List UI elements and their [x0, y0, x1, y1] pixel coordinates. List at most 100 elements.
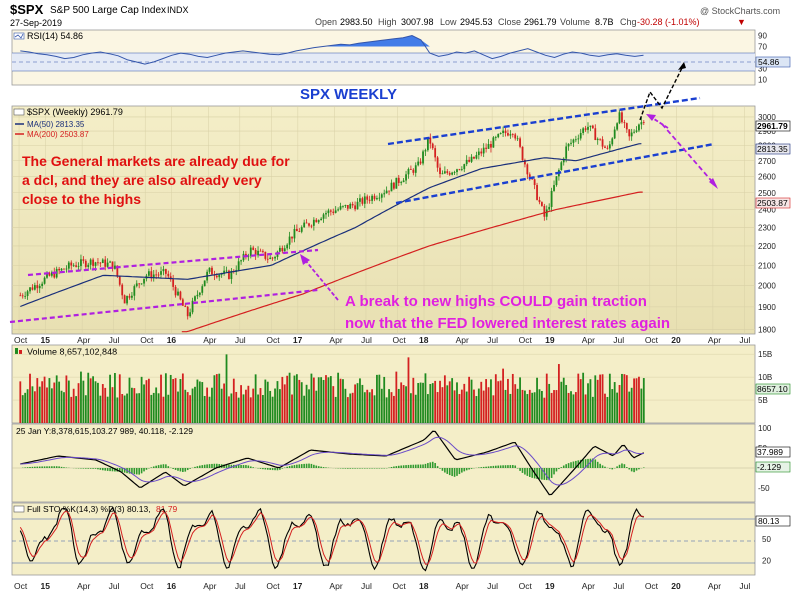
macd-hist-bar [114, 468, 116, 472]
volume-bar [172, 379, 175, 423]
macd-hist-bar [317, 466, 320, 468]
date-tick-label: Apr [77, 581, 90, 591]
volume-bar [94, 381, 97, 423]
macd-hist-bar [264, 468, 267, 470]
macd-hist-bar [531, 468, 534, 478]
note-break-highs-line2: now that the FED lowered interest rates … [345, 315, 670, 332]
volume-bar [436, 392, 439, 423]
candle-body [541, 202, 543, 206]
volume-bar [359, 378, 361, 423]
date-tick-label: Apr [456, 581, 469, 591]
macd-hist-bar [351, 468, 354, 469]
candle-body [196, 294, 199, 297]
volume-label: Volume [560, 17, 590, 27]
macd-hist-bar [109, 468, 111, 472]
price-tick-label: 1800 [758, 325, 776, 334]
candle-body [327, 210, 330, 214]
volume-bar [242, 394, 245, 423]
candle-body [203, 280, 206, 287]
volume-bar [616, 392, 619, 423]
macd-hist-bar [228, 464, 230, 468]
candle-body [329, 210, 332, 212]
volume-bar [376, 374, 378, 423]
macd-hist-bar [160, 464, 162, 468]
date-tick-label: Oct [393, 335, 407, 345]
rsi-line-icon [13, 32, 25, 40]
candle-body [164, 269, 167, 274]
candle-body [230, 270, 233, 279]
macd-hist-bar [356, 468, 359, 469]
macd-panel: 25 Jan Y:8,378,615,103.27 989, 40.118, -… [11, 423, 791, 503]
macd-hist-bar [99, 468, 102, 470]
candle-body [550, 190, 553, 207]
macd-hist-bar [536, 468, 538, 479]
macd-hist-bar [417, 464, 419, 468]
macd-hist-bar [553, 468, 555, 475]
candle-body [157, 274, 160, 276]
macd-hist-bar [274, 468, 276, 471]
close-label: Close [498, 17, 521, 27]
volume-bar [121, 394, 124, 423]
volume-bar [366, 389, 369, 423]
macd-hist-bar [118, 468, 121, 472]
candle-body [490, 144, 492, 148]
candle-body [295, 228, 298, 232]
volume-bar [599, 374, 602, 423]
volume-bar [123, 395, 126, 423]
volume-bar [293, 375, 296, 423]
date-tick-label: Oct [14, 335, 28, 345]
candle-body [298, 231, 301, 232]
date-tick-label: Jul [739, 335, 750, 345]
volume-bar [116, 397, 119, 423]
date-tick-label: Oct [14, 581, 28, 591]
candle-body [526, 164, 529, 175]
candle-body [555, 176, 558, 186]
candle-body [300, 227, 303, 232]
volume-bar [295, 374, 298, 423]
candle-body [458, 169, 461, 171]
volume-bar [526, 394, 529, 423]
date-tick-label: Apr [203, 335, 216, 345]
macd-hist-bar [412, 464, 415, 468]
volume-bar [133, 388, 136, 423]
volume-bar [58, 381, 61, 423]
macd-hist-bar [572, 461, 575, 468]
volume-bar [300, 382, 303, 423]
macd-hist-bar [63, 467, 65, 468]
volume-bar [337, 372, 340, 423]
macd-hist-bar [347, 468, 349, 469]
volume-bar [385, 397, 388, 423]
date-tick-label: Apr [582, 335, 595, 345]
candle-body [191, 300, 194, 313]
date-tick-label: 15 [41, 581, 51, 591]
last-price-box [755, 120, 791, 132]
projection-black-arrowhead-icon [678, 62, 686, 70]
date-tick-label: Oct [266, 581, 280, 591]
candle-body [594, 128, 597, 141]
volume-bar [591, 396, 594, 423]
volume-bar [390, 392, 393, 423]
candle-body [521, 146, 524, 161]
macd-hist-bar [458, 468, 461, 475]
macd-hist-bar [203, 464, 206, 468]
macd-hist-bar [325, 467, 327, 468]
macd-hist-bar [143, 468, 145, 472]
candle-body [373, 195, 376, 200]
candle-body [334, 210, 337, 213]
date-tick-label: Oct [266, 335, 280, 345]
candle-body [460, 169, 463, 170]
volume-bar [543, 397, 546, 423]
volume-bar [405, 386, 407, 423]
volume-bar [453, 390, 456, 423]
candle-body [519, 138, 521, 147]
date-tick-label: 15 [41, 335, 51, 345]
macd-hist-bar [482, 466, 485, 468]
volume-bar [303, 395, 306, 423]
volume-bar [237, 397, 240, 423]
macd-hist-bar [626, 467, 628, 468]
macd-hist-bar [548, 468, 550, 481]
volume-bar [361, 384, 364, 423]
volume-bar [104, 387, 107, 423]
volume-bar [582, 372, 585, 423]
macd-hist-bar [390, 466, 393, 468]
